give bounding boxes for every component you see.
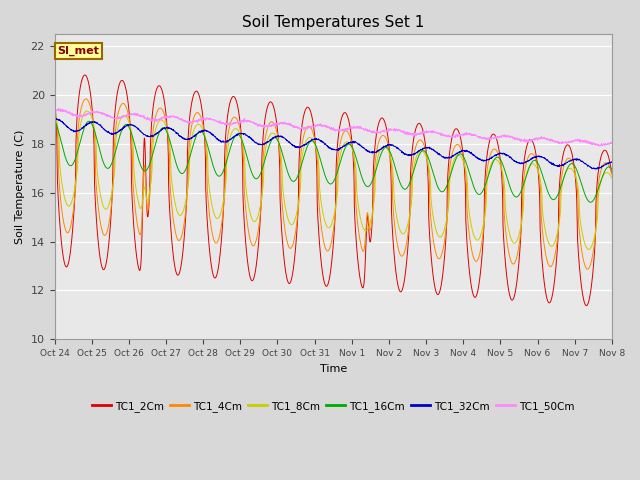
TC1_2Cm: [362, 254, 369, 260]
TC1_50Cm: [51, 108, 58, 114]
TC1_16Cm: [574, 170, 582, 176]
TC1_8Cm: [206, 192, 214, 197]
Y-axis label: Soil Temperature (C): Soil Temperature (C): [15, 130, 25, 244]
TC1_32Cm: [51, 116, 58, 122]
TC1_8Cm: [83, 108, 91, 114]
TC1_2Cm: [349, 157, 357, 163]
TC1_50Cm: [206, 116, 214, 122]
Line: TC1_16Cm: TC1_16Cm: [54, 120, 612, 202]
TC1_32Cm: [362, 146, 369, 152]
TC1_16Cm: [495, 155, 502, 160]
TC1_50Cm: [596, 143, 604, 149]
TC1_8Cm: [495, 160, 503, 166]
TC1_8Cm: [349, 150, 357, 156]
TC1_16Cm: [587, 199, 595, 205]
Line: TC1_8Cm: TC1_8Cm: [54, 111, 612, 250]
TC1_16Cm: [559, 180, 566, 185]
TC1_50Cm: [54, 106, 62, 112]
TC1_4Cm: [608, 171, 616, 177]
TC1_2Cm: [495, 148, 503, 154]
TC1_2Cm: [51, 96, 58, 102]
TC1_32Cm: [495, 151, 503, 156]
TC1_32Cm: [592, 166, 600, 172]
TC1_2Cm: [559, 155, 566, 160]
Text: SI_met: SI_met: [58, 46, 99, 56]
TC1_4Cm: [574, 200, 582, 205]
Legend: TC1_2Cm, TC1_4Cm, TC1_8Cm, TC1_16Cm, TC1_32Cm, TC1_50Cm: TC1_2Cm, TC1_4Cm, TC1_8Cm, TC1_16Cm, TC1…: [88, 396, 579, 416]
TC1_16Cm: [349, 146, 357, 152]
TC1_32Cm: [52, 116, 60, 121]
TC1_4Cm: [559, 168, 566, 174]
TC1_2Cm: [574, 246, 582, 252]
Title: Soil Temperatures Set 1: Soil Temperatures Set 1: [242, 15, 424, 30]
TC1_16Cm: [608, 166, 616, 172]
TC1_32Cm: [574, 157, 582, 163]
Line: TC1_4Cm: TC1_4Cm: [54, 99, 612, 269]
Line: TC1_50Cm: TC1_50Cm: [54, 109, 612, 146]
TC1_16Cm: [206, 151, 214, 157]
TC1_50Cm: [495, 134, 503, 140]
TC1_4Cm: [51, 105, 58, 111]
Line: TC1_32Cm: TC1_32Cm: [54, 119, 612, 169]
TC1_16Cm: [51, 118, 58, 123]
TC1_32Cm: [608, 159, 616, 165]
TC1_8Cm: [51, 110, 58, 116]
TC1_4Cm: [362, 233, 369, 239]
TC1_32Cm: [206, 130, 214, 135]
TC1_8Cm: [585, 247, 593, 252]
TC1_4Cm: [206, 217, 214, 223]
TC1_8Cm: [608, 175, 616, 180]
TC1_50Cm: [574, 137, 582, 143]
TC1_2Cm: [608, 171, 616, 177]
TC1_4Cm: [349, 150, 357, 156]
TC1_4Cm: [584, 266, 591, 272]
TC1_8Cm: [559, 180, 566, 185]
TC1_50Cm: [349, 124, 357, 130]
TC1_8Cm: [574, 185, 582, 191]
TC1_32Cm: [349, 139, 357, 144]
TC1_50Cm: [608, 140, 616, 146]
TC1_8Cm: [362, 228, 369, 234]
TC1_2Cm: [582, 303, 590, 309]
TC1_32Cm: [559, 162, 566, 168]
TC1_2Cm: [206, 253, 214, 259]
TC1_2Cm: [81, 72, 89, 78]
TC1_50Cm: [362, 125, 369, 131]
TC1_16Cm: [362, 182, 369, 188]
TC1_4Cm: [495, 154, 503, 159]
X-axis label: Time: Time: [319, 363, 347, 373]
TC1_4Cm: [82, 96, 90, 102]
Line: TC1_2Cm: TC1_2Cm: [54, 75, 612, 306]
TC1_50Cm: [559, 139, 566, 144]
